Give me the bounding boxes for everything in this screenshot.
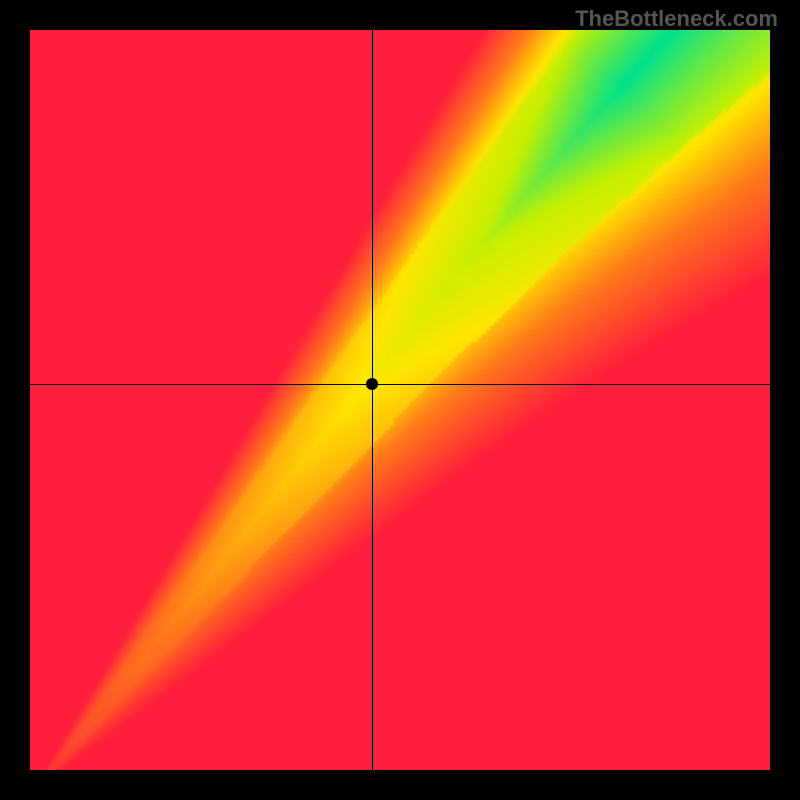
heatmap-canvas bbox=[30, 30, 770, 770]
watermark-text: TheBottleneck.com bbox=[575, 6, 778, 32]
chart-container: TheBottleneck.com bbox=[0, 0, 800, 800]
crosshair-vertical bbox=[372, 30, 373, 770]
data-point-marker bbox=[366, 378, 378, 390]
crosshair-horizontal bbox=[30, 384, 770, 385]
plot-area bbox=[30, 30, 770, 770]
